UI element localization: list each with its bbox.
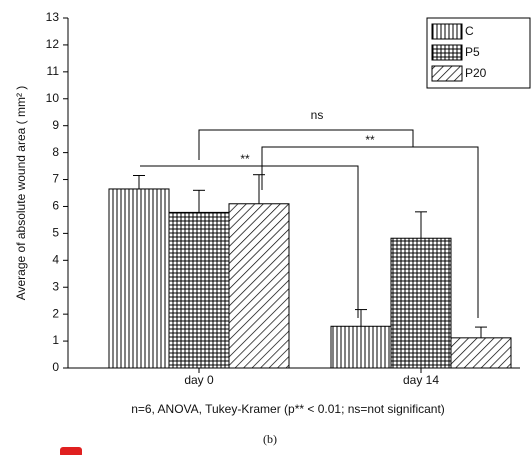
legend-label: P5 [465,45,480,59]
y-tick-label: 8 [52,145,59,159]
legend-swatch [431,44,463,61]
bar [108,188,170,369]
y-tick-label: 5 [52,226,59,240]
legend-label: C [465,24,474,38]
y-tick-label: 3 [52,279,59,293]
y-tick-label: 13 [46,10,60,24]
legend-swatch [431,65,463,82]
y-tick-label: 4 [52,252,59,266]
red-marker [60,447,82,455]
y-tick-label: 7 [52,172,59,186]
legend-swatch [431,23,463,40]
y-tick-label: 0 [52,360,59,374]
y-axis-title: Average of absolute wound area ( mm² ) [14,86,28,301]
footnote: n=6, ANOVA, Tukey-Kramer (p** < 0.01; ns… [131,402,445,416]
y-tick-label: 12 [46,37,60,51]
legend-label: P20 [465,66,487,80]
y-tick-label: 2 [52,306,59,320]
bar [330,325,392,369]
bar [168,211,230,369]
annotation: ** [365,133,375,147]
brackets [140,129,479,318]
y-tick-label: 11 [47,64,60,78]
x-tick-label: day 14 [403,373,439,387]
bar [228,203,290,369]
y-tick-label: 9 [52,118,59,132]
bar [390,237,452,369]
annotation: ns [311,108,324,122]
y-tick-label: 6 [52,199,59,213]
x-tick-label: day 0 [184,373,214,387]
annotation: ** [240,152,250,166]
y-tick-label: 10 [46,91,60,105]
caption: (b) [263,432,277,446]
bar [450,337,512,369]
y-tick-label: 1 [52,333,59,347]
